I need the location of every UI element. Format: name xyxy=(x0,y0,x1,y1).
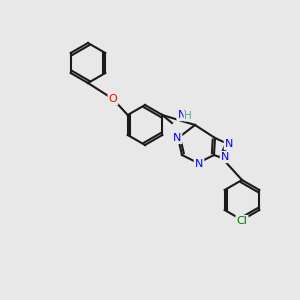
Text: N: N xyxy=(178,110,186,120)
Text: O: O xyxy=(109,94,117,104)
Text: H: H xyxy=(184,111,192,121)
Text: Cl: Cl xyxy=(237,216,248,226)
Text: N: N xyxy=(195,159,203,169)
Text: N: N xyxy=(225,139,233,149)
Text: N: N xyxy=(173,133,181,143)
Text: N: N xyxy=(221,152,229,162)
